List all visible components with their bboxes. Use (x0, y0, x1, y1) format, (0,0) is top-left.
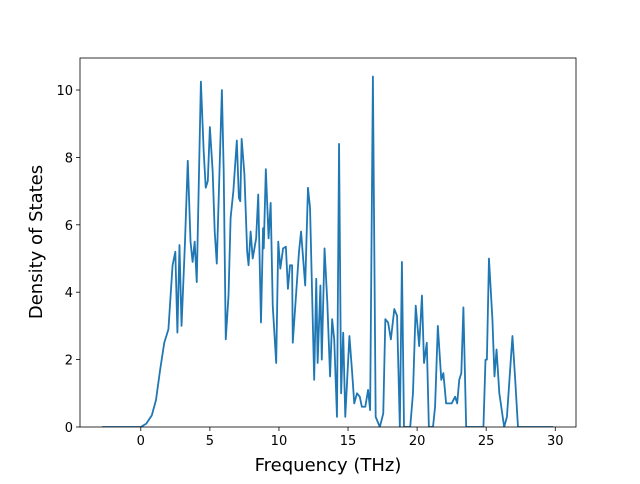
y-axis-label: Density of States (26, 165, 47, 319)
x-tick-label: 25 (478, 434, 495, 449)
x-tick-label: 10 (271, 434, 288, 449)
x-tick-label: 15 (340, 434, 357, 449)
y-tick-label: 8 (65, 151, 73, 166)
y-tick-label: 6 (65, 219, 73, 234)
y-tick-label: 4 (65, 286, 73, 301)
plot-frame (79, 57, 577, 428)
x-tick-label: 5 (206, 434, 214, 449)
y-tick-label: 0 (65, 421, 73, 436)
data-line (102, 75, 554, 427)
x-tick-label: 30 (547, 434, 564, 449)
y-tick-label: 10 (56, 84, 73, 99)
x-tick-label: 0 (137, 434, 145, 449)
x-tick-label: 20 (409, 434, 426, 449)
x-axis-label: Frequency (THz) (255, 455, 402, 476)
y-tick-label: 2 (65, 354, 73, 369)
